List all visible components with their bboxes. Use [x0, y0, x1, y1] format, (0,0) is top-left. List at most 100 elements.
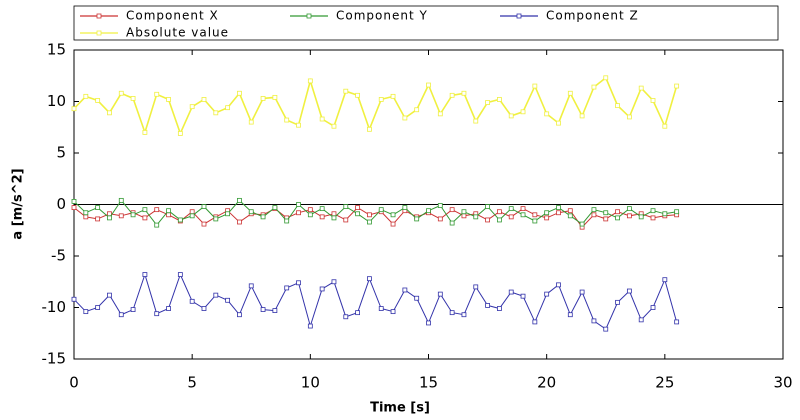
point	[402, 115, 408, 121]
x-tick-label: 0	[69, 374, 79, 392]
point	[556, 282, 561, 288]
point	[414, 295, 420, 301]
point	[95, 98, 101, 103]
legend-marker	[516, 13, 522, 19]
point	[296, 122, 301, 128]
point	[638, 214, 644, 220]
point	[166, 208, 171, 214]
point	[626, 114, 632, 120]
point	[674, 319, 680, 325]
point	[544, 215, 550, 221]
point	[544, 210, 550, 216]
point	[118, 197, 124, 203]
x-tick-label: 10	[301, 374, 320, 392]
point	[355, 211, 361, 217]
legend-label: Component Z	[546, 9, 639, 23]
point	[142, 129, 148, 135]
point	[496, 306, 502, 311]
point	[177, 217, 183, 223]
point	[201, 97, 207, 102]
point	[71, 205, 77, 210]
point	[213, 292, 219, 298]
point	[118, 213, 124, 219]
series-line	[73, 76, 678, 136]
y-tick-label: 0	[56, 195, 66, 213]
point	[296, 202, 301, 207]
point	[532, 218, 538, 224]
point	[355, 92, 361, 98]
point	[508, 289, 514, 295]
point	[319, 214, 325, 220]
point	[402, 287, 408, 293]
point	[71, 106, 77, 112]
point	[626, 206, 632, 212]
point	[674, 209, 680, 215]
point	[426, 82, 431, 88]
point	[603, 210, 609, 216]
point	[319, 286, 325, 292]
point	[378, 207, 384, 213]
point	[567, 312, 573, 318]
point	[213, 110, 219, 116]
legend-box	[73, 5, 779, 41]
point	[284, 117, 290, 123]
point	[508, 113, 514, 119]
legend-label: Component X	[126, 9, 219, 23]
y-tick-label: 15	[47, 41, 66, 59]
point	[579, 289, 585, 295]
point	[107, 215, 112, 221]
point	[544, 291, 550, 297]
point	[154, 207, 160, 213]
point	[331, 123, 337, 129]
point	[508, 206, 514, 212]
point	[615, 209, 620, 215]
point	[378, 97, 384, 102]
point	[567, 213, 573, 219]
point	[154, 91, 160, 97]
point	[556, 205, 561, 210]
point	[485, 204, 490, 209]
series-line	[73, 199, 677, 226]
point	[248, 209, 254, 215]
point	[118, 312, 124, 318]
point	[225, 105, 231, 111]
point	[496, 217, 502, 223]
point	[638, 85, 644, 91]
point	[107, 110, 112, 116]
point	[437, 203, 443, 208]
point	[307, 78, 313, 84]
x-tick-label: 25	[655, 374, 674, 392]
point	[449, 220, 455, 226]
point	[626, 288, 632, 294]
point	[142, 272, 148, 277]
point	[437, 216, 443, 222]
point	[485, 217, 490, 223]
x-tick-label: 20	[537, 374, 556, 392]
point	[177, 131, 183, 136]
point	[662, 123, 668, 129]
point	[130, 212, 136, 218]
point	[662, 277, 668, 283]
point	[532, 319, 538, 325]
point	[449, 207, 455, 213]
point	[166, 212, 171, 218]
point	[414, 216, 420, 222]
point	[225, 297, 231, 303]
point	[591, 84, 597, 90]
point	[674, 83, 680, 89]
point	[237, 90, 242, 96]
point	[615, 215, 620, 221]
point	[248, 283, 254, 289]
point	[437, 111, 443, 117]
point	[189, 104, 195, 110]
point	[650, 208, 656, 214]
x-axis-label: Time [s]	[370, 401, 430, 416]
point	[615, 299, 620, 305]
point	[260, 96, 266, 101]
legend-marker	[306, 13, 312, 19]
point	[154, 311, 160, 317]
point	[343, 314, 349, 320]
legend-label: Component Y	[336, 9, 428, 23]
point	[296, 210, 301, 216]
point	[95, 205, 101, 210]
